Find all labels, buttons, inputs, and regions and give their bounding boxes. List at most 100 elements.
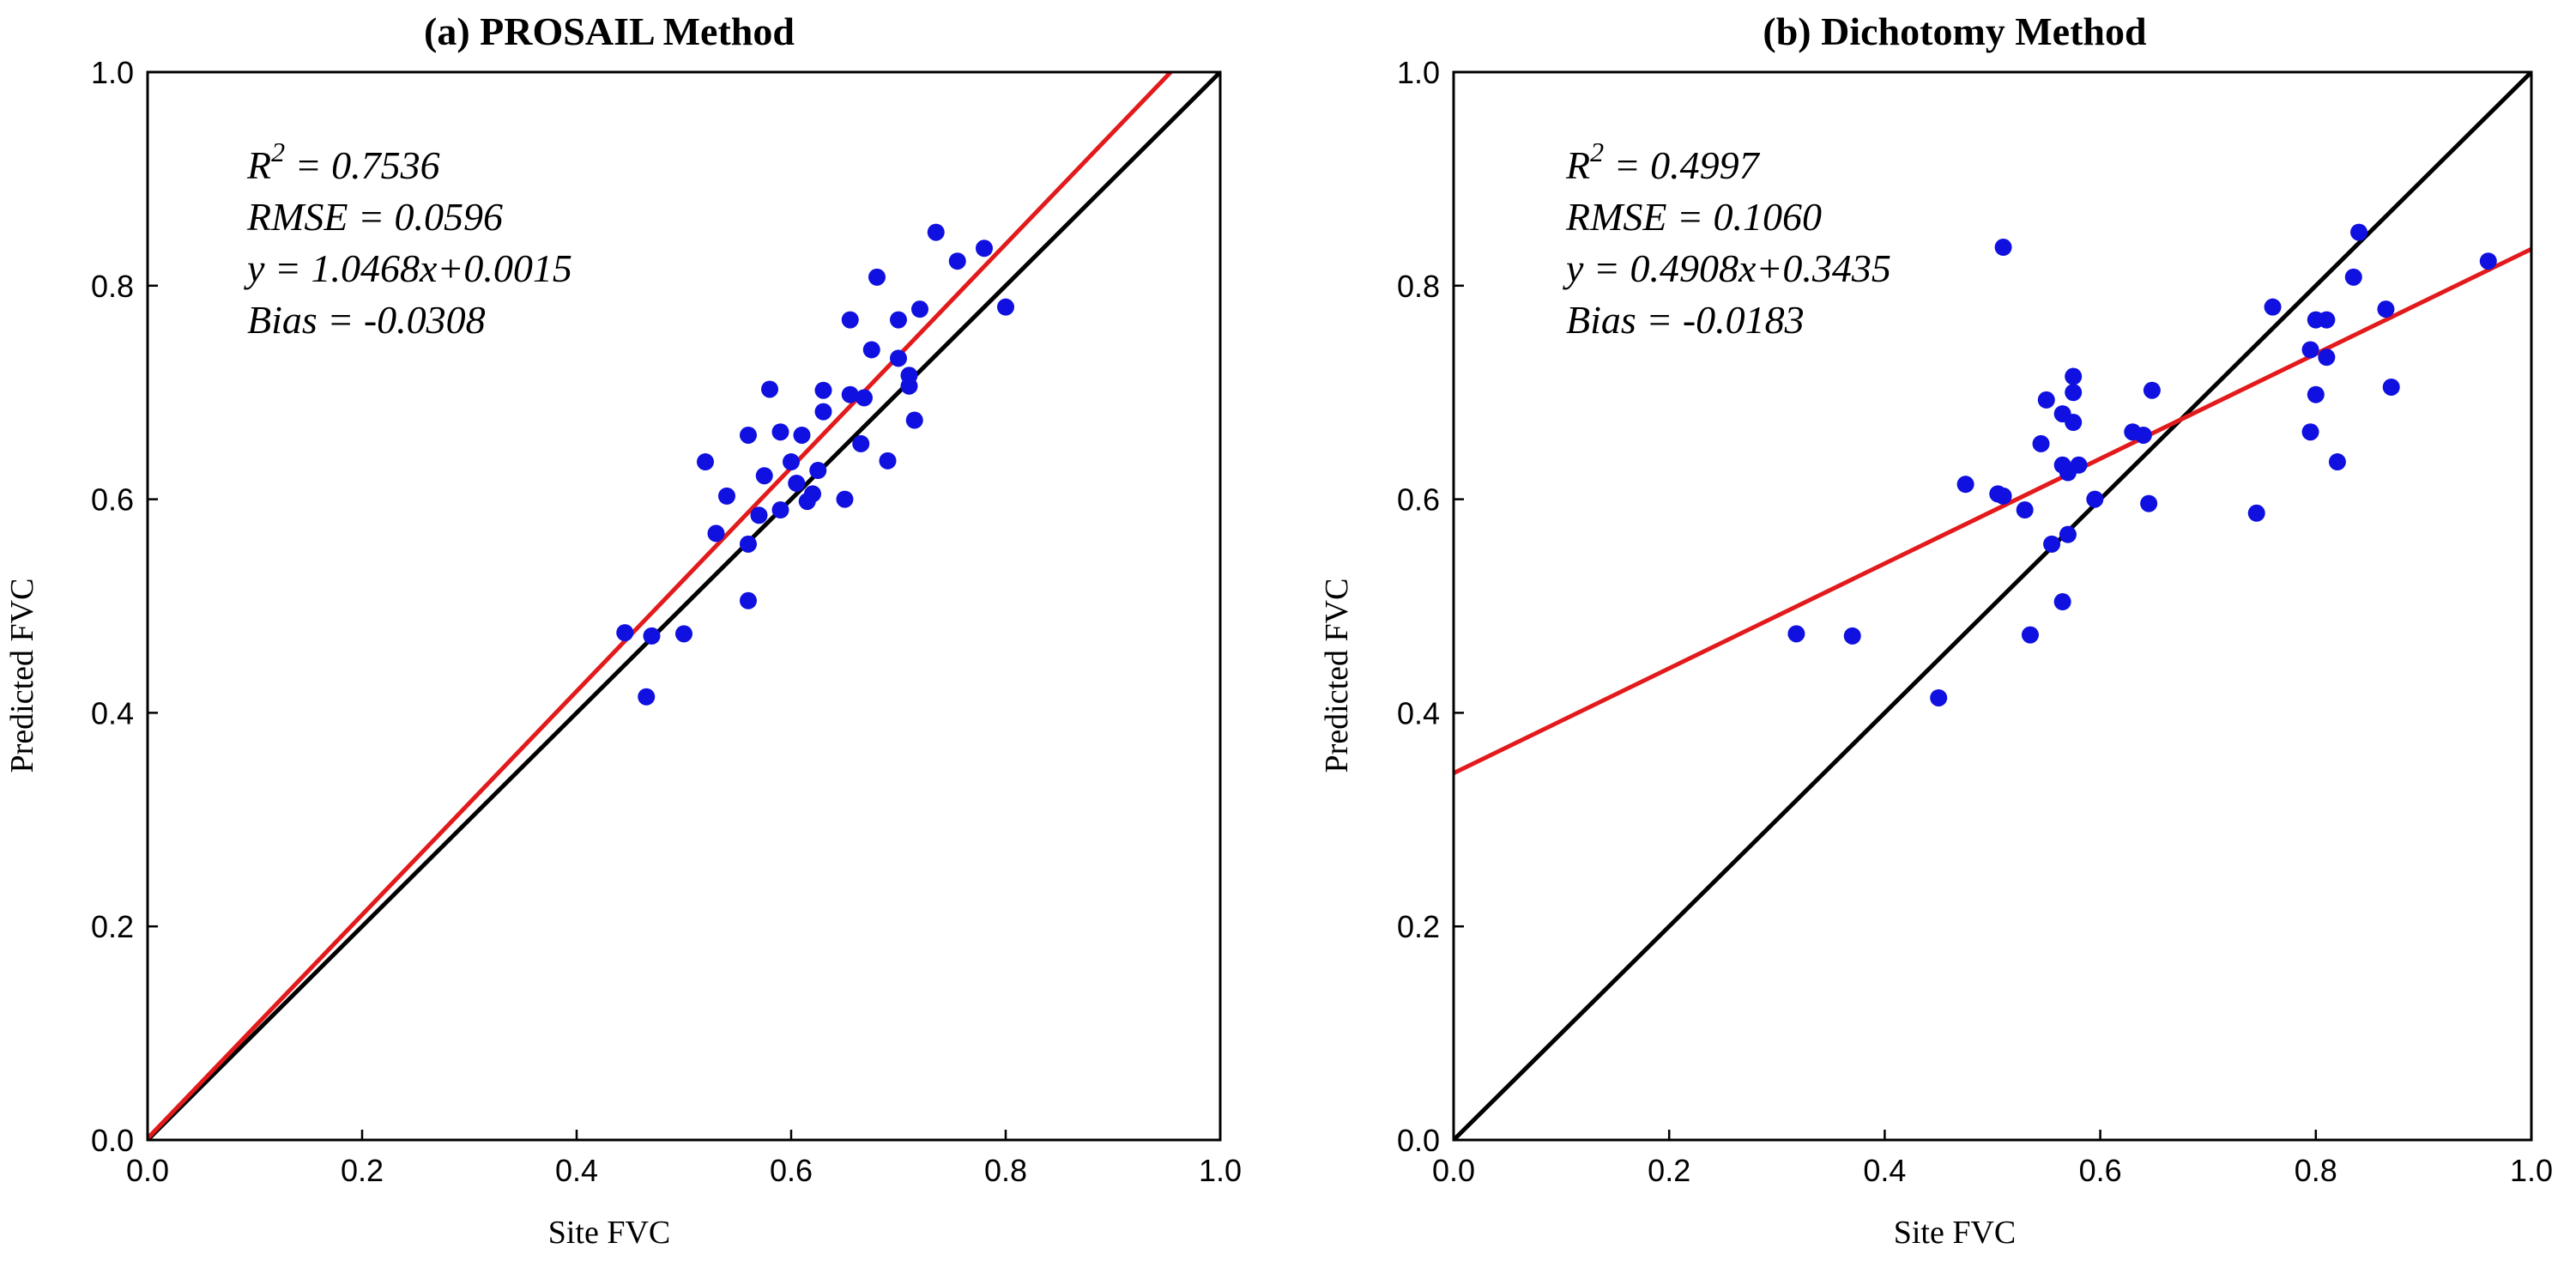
panel-a-prosail: (a) PROSAIL Method Site FVC Predicted FV… bbox=[4, 9, 1242, 1251]
stat-rmse: RMSE = 0.0596 bbox=[246, 195, 503, 239]
data-point bbox=[718, 487, 735, 505]
data-point bbox=[976, 239, 993, 258]
data-point bbox=[2328, 453, 2346, 471]
data-point bbox=[638, 688, 656, 706]
stat-r2: R2 = 0.4997 bbox=[1565, 136, 1761, 187]
data-point bbox=[2037, 391, 2055, 409]
data-point bbox=[2382, 378, 2400, 396]
data-point bbox=[2264, 298, 2282, 316]
data-point bbox=[793, 426, 811, 444]
stat-r2: R2 = 0.7536 bbox=[246, 136, 440, 187]
data-point bbox=[2318, 311, 2336, 329]
plot-area bbox=[1454, 72, 2531, 1140]
y-tick-label: 0.0 bbox=[1397, 1123, 1440, 1158]
y-tick-label: 0.6 bbox=[91, 482, 134, 518]
x-tick-label: 0.2 bbox=[1648, 1153, 1690, 1188]
x-tick-label: 1.0 bbox=[1199, 1153, 1242, 1188]
data-point bbox=[771, 501, 789, 519]
x-tick-label: 0.8 bbox=[984, 1153, 1027, 1188]
data-point bbox=[2043, 535, 2061, 553]
axes-frame bbox=[146, 70, 1222, 1142]
data-point bbox=[2070, 456, 2088, 474]
data-point bbox=[841, 385, 859, 403]
y-tick-label: 1.0 bbox=[91, 55, 134, 90]
stats-box: R2 = 0.7536 RMSE = 0.0596 y = 1.0468x+0.… bbox=[244, 136, 572, 342]
data-point bbox=[2318, 349, 2336, 367]
x-tick-label: 0.2 bbox=[341, 1153, 384, 1188]
data-point bbox=[868, 268, 886, 286]
y-tick-label: 0.8 bbox=[91, 269, 134, 304]
data-point bbox=[2377, 300, 2395, 318]
x-axis-label: Site FVC bbox=[548, 1215, 671, 1251]
axes-frame bbox=[1452, 70, 2533, 1142]
x-tick-label: 0.8 bbox=[2295, 1153, 2337, 1188]
data-point bbox=[841, 311, 859, 329]
data-point bbox=[852, 434, 870, 452]
data-point bbox=[1930, 688, 1948, 706]
y-axis-label: Predicted FVC bbox=[4, 579, 40, 773]
data-point bbox=[997, 298, 1014, 316]
plot-area bbox=[148, 72, 1220, 1140]
data-point bbox=[788, 474, 806, 492]
data-point bbox=[675, 625, 692, 643]
stat-bias: Bias = -0.0183 bbox=[1566, 298, 1805, 342]
data-point bbox=[2059, 525, 2077, 543]
data-point bbox=[2016, 501, 2034, 519]
x-tick-label: 0.4 bbox=[555, 1153, 598, 1188]
data-point bbox=[2307, 385, 2325, 403]
x-tick-label: 0.4 bbox=[1863, 1153, 1906, 1188]
x-tick-label: 0.0 bbox=[1432, 1153, 1475, 1188]
data-point bbox=[809, 462, 827, 480]
y-tick-label: 0.8 bbox=[1397, 269, 1440, 304]
data-point bbox=[740, 535, 757, 553]
y-tick-label: 0.2 bbox=[91, 909, 134, 944]
data-point bbox=[740, 426, 757, 444]
data-point bbox=[2247, 504, 2265, 522]
stats-box: R2 = 0.4997 RMSE = 0.1060 y = 0.4908x+0.… bbox=[1563, 136, 1891, 342]
data-point bbox=[2479, 252, 2497, 270]
panel-b-dichotomy: (b) Dichotomy Method Site FVC Predicted … bbox=[1319, 9, 2553, 1251]
x-tick-label: 0.6 bbox=[770, 1153, 813, 1188]
data-point bbox=[948, 252, 966, 270]
data-point bbox=[1994, 239, 2012, 257]
x-tick-label: 1.0 bbox=[2510, 1153, 2553, 1188]
data-point bbox=[771, 423, 789, 441]
data-point bbox=[890, 311, 907, 329]
data-point bbox=[2301, 423, 2319, 441]
regression-line bbox=[148, 72, 1174, 1140]
data-point bbox=[804, 485, 821, 503]
data-point bbox=[2065, 414, 2083, 432]
x-tick-label: 0.6 bbox=[2079, 1153, 2122, 1188]
data-point bbox=[2301, 341, 2319, 359]
data-point bbox=[750, 506, 768, 524]
data-point bbox=[2140, 494, 2158, 512]
data-point bbox=[862, 341, 880, 359]
data-point bbox=[856, 389, 873, 407]
data-point bbox=[911, 300, 928, 318]
data-point bbox=[1994, 487, 2012, 505]
data-point bbox=[740, 591, 757, 609]
data-point bbox=[814, 403, 832, 421]
stat-rmse: RMSE = 0.1060 bbox=[1565, 195, 1822, 239]
data-point bbox=[2134, 426, 2152, 444]
data-point bbox=[836, 490, 854, 508]
chart-title: (b) Dichotomy Method bbox=[1763, 9, 2147, 53]
data-point bbox=[755, 467, 773, 485]
y-tick-label: 0.6 bbox=[1397, 482, 1440, 518]
data-point bbox=[2344, 268, 2362, 286]
chart-title: (a) PROSAIL Method bbox=[424, 9, 795, 53]
y-axis-label: Predicted FVC bbox=[1319, 579, 1355, 773]
data-point bbox=[1843, 627, 1861, 645]
regression-line bbox=[1454, 246, 2531, 775]
data-point bbox=[1956, 476, 1974, 494]
data-point bbox=[2032, 434, 2050, 452]
identity-line bbox=[1454, 72, 2531, 1140]
stat-equation: y = 1.0468x+0.0015 bbox=[244, 246, 572, 290]
data-point bbox=[2065, 367, 2083, 385]
data-point bbox=[707, 524, 725, 543]
x-tick-label: 0.0 bbox=[126, 1153, 169, 1188]
data-point bbox=[814, 381, 832, 399]
data-point bbox=[761, 380, 778, 398]
y-tick-label: 0.4 bbox=[1397, 695, 1440, 731]
